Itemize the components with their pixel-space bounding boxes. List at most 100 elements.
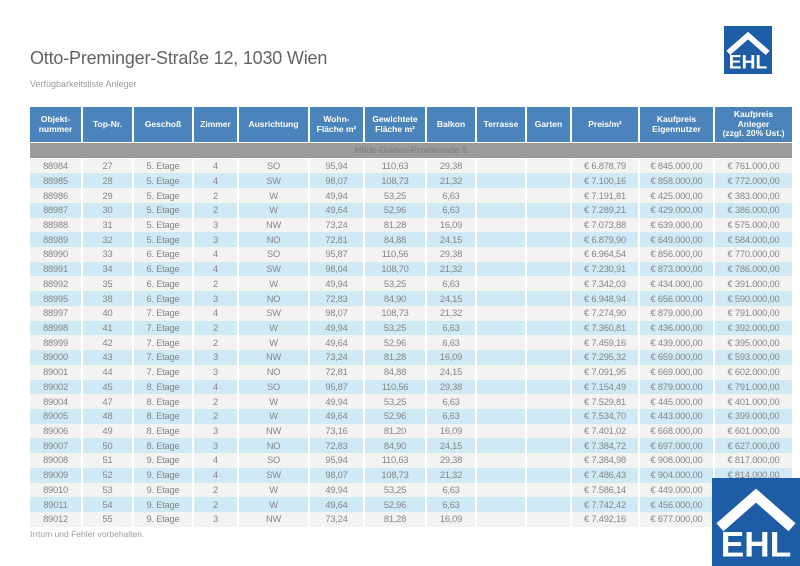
table-cell: € 649.000,00 (638, 232, 714, 248)
table-cell: NO (237, 438, 309, 454)
table-cell: € 639.000,00 (638, 217, 714, 233)
table-cell: 84,88 (363, 232, 426, 248)
house-roof-icon (726, 31, 770, 56)
table-cell (525, 188, 571, 203)
table-cell: € 791.000,00 (713, 379, 792, 395)
table-cell: € 7.384,98 (570, 453, 639, 468)
table-cell: 89008 (30, 453, 82, 468)
table-cell (525, 276, 571, 292)
table-cell: € 383.000,00 (713, 188, 792, 203)
table-cell: 89010 (30, 482, 82, 498)
table-cell: NW (237, 423, 309, 439)
table-cell: 33 (81, 247, 133, 262)
table-cell: 81,28 (363, 217, 426, 233)
table-cell: 7. Etage (132, 350, 193, 365)
section-header: Hilde-Güden-Promenade 5 (30, 142, 792, 159)
table-cell: NW (237, 511, 309, 527)
table-cell: 2 (192, 202, 238, 218)
table-cell: € 817.000,00 (713, 453, 792, 468)
table-cell (475, 453, 526, 468)
table-cell: 89006 (30, 423, 82, 439)
table-cell: NO (237, 364, 309, 380)
table-cell (475, 364, 526, 380)
table-cell: 81,28 (363, 511, 426, 527)
table-row: 88998 41 7. Etage 2 W 49,94 53,25 6,63 € 7.360,8… (30, 320, 792, 336)
table-cell (525, 305, 571, 321)
table-cell: 21,32 (425, 173, 476, 189)
table-cell: € 7.295,32 (570, 350, 639, 365)
table-cell: € 7.230,91 (570, 261, 639, 277)
table-cell: € 7.191,81 (570, 188, 639, 203)
table-cell (475, 408, 526, 424)
table-cell: 6,63 (425, 408, 476, 424)
table-cell: € 399.000,00 (713, 408, 792, 424)
table-cell: 52,96 (363, 408, 426, 424)
table-cell: € 904.000,00 (638, 467, 714, 483)
table-cell: 88991 (30, 261, 82, 277)
table-cell: 41 (81, 320, 133, 336)
table-cell (475, 350, 526, 365)
table-cell: 2 (192, 394, 238, 409)
table-cell: W (237, 188, 309, 203)
table-cell: 35 (81, 276, 133, 292)
table-cell: 9. Etage (132, 453, 193, 468)
table-cell: 89011 (30, 497, 82, 512)
table-cell: 7. Etage (132, 305, 193, 321)
table-cell (525, 335, 571, 351)
table-cell: 108,73 (363, 173, 426, 189)
table-cell: 88995 (30, 291, 82, 306)
table-cell: 49,94 (308, 276, 364, 292)
column-header: Geschoß (132, 107, 193, 143)
table-row: 89008 51 9. Etage 4 SO 95,94 110,63 29,38 € 7.38… (30, 453, 792, 468)
footer-disclaimer: Irrtum und Fehler vorbehalten. (30, 529, 145, 539)
page-title: Otto-Preminger-Straße 12, 1030 Wien (30, 48, 328, 68)
table-cell: 29,38 (425, 379, 476, 395)
logo-text: EHL (721, 525, 791, 564)
table-cell: € 791.000,00 (713, 305, 792, 321)
table-cell: 72,81 (308, 364, 364, 380)
table-cell: 48 (81, 408, 133, 424)
column-header: Balkon (425, 107, 476, 143)
table-cell: € 7.401,02 (570, 423, 639, 439)
table-row: 88997 40 7. Etage 4 SW 98,07 108,73 21,32 € 7.27… (30, 305, 792, 321)
table-cell: € 856.000,00 (638, 247, 714, 262)
table-cell: 95,87 (308, 247, 364, 262)
table-cell: € 443.000,00 (638, 408, 714, 424)
table-cell: € 7.492,16 (570, 511, 639, 527)
table-cell: € 401.000,00 (713, 394, 792, 409)
table-cell (525, 408, 571, 424)
table-cell: 88999 (30, 335, 82, 351)
table-cell: 72,81 (308, 232, 364, 248)
table-cell (475, 320, 526, 336)
table-cell: € 575.000,00 (713, 217, 792, 233)
table-cell: W (237, 276, 309, 292)
column-header: Terrasse (475, 107, 526, 143)
table-cell: 50 (81, 438, 133, 454)
table-cell: € 436.000,00 (638, 320, 714, 336)
table-cell: 16,09 (425, 217, 476, 233)
table-cell: 110,63 (363, 158, 426, 174)
table-cell: € 7.742,42 (570, 497, 639, 512)
table-cell: 73,24 (308, 217, 364, 233)
table-cell (525, 364, 571, 380)
table-row: 88986 29 5. Etage 2 W 49,94 53,25 6,63 € 7.191,8… (30, 188, 792, 203)
table-row: 89005 48 8. Etage 2 W 49,64 52,96 6,63 € 7.534,7… (30, 408, 792, 424)
table-cell: 6. Etage (132, 261, 193, 277)
table-cell: 2 (192, 188, 238, 203)
table-cell (475, 497, 526, 512)
table-cell (525, 247, 571, 262)
table-row: 88988 31 5. Etage 3 NW 73,24 81,28 16,09 € 7.073… (30, 217, 792, 233)
table-cell (475, 467, 526, 483)
table-cell: 49,94 (308, 394, 364, 409)
table-cell (525, 453, 571, 468)
table-cell (525, 438, 571, 454)
column-header: Garten (525, 107, 571, 143)
table-cell: € 434.000,00 (638, 276, 714, 292)
table-cell: 9. Etage (132, 497, 193, 512)
table-cell: 8. Etage (132, 438, 193, 454)
table-cell: SW (237, 467, 309, 483)
table-cell: 3 (192, 423, 238, 439)
table-cell: 29,38 (425, 453, 476, 468)
table-cell: 5. Etage (132, 188, 193, 203)
table-cell: SO (237, 247, 309, 262)
